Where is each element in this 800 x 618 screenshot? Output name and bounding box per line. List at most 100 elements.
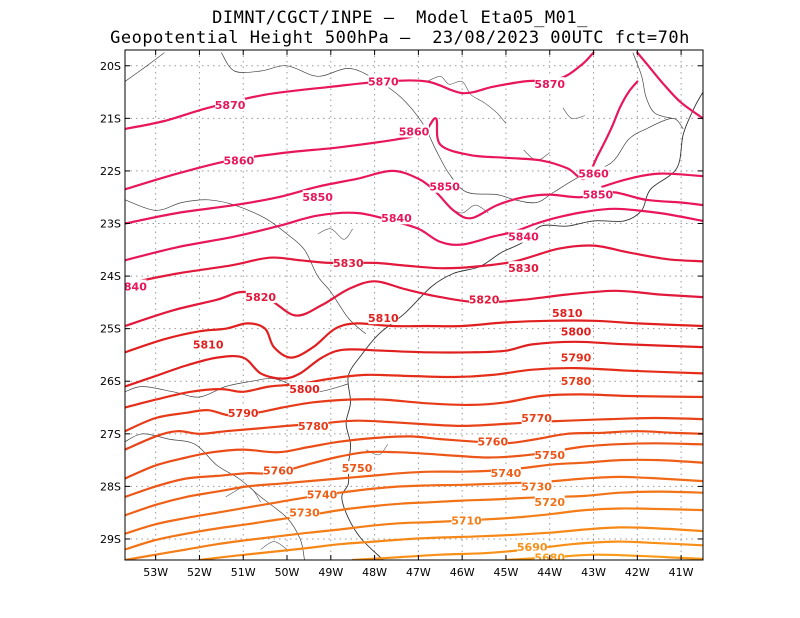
contour-label: 5810 bbox=[193, 338, 224, 351]
lon-tick-label: 52W bbox=[187, 566, 212, 579]
lat-tick-label: 26S bbox=[100, 375, 121, 388]
lon-tick-label: 48W bbox=[362, 566, 387, 579]
contour-label: 5770 bbox=[521, 412, 552, 425]
water-body-outline bbox=[365, 444, 388, 456]
lon-tick-label: 53W bbox=[143, 566, 168, 579]
lat-tick-label: 22S bbox=[100, 165, 121, 178]
contour-label-bg bbox=[342, 460, 373, 474]
contour-label: 5750 bbox=[534, 449, 565, 462]
contour-label-bg bbox=[534, 447, 565, 461]
contour-label: 5790 bbox=[228, 407, 259, 420]
contour-label-bg bbox=[263, 463, 294, 477]
contour-label: 5780 bbox=[298, 420, 329, 433]
contour-label-bg bbox=[223, 153, 254, 167]
contour-label-bg bbox=[552, 305, 583, 319]
chart-title-line-2: Geopotential Height 500hPa – 23/08/2023 … bbox=[110, 28, 690, 48]
contour-line-5730 bbox=[125, 475, 703, 535]
contour-label-layer: 5870 5870 5870 5860 5860 5860 5850 5850 5850 5840… bbox=[116, 74, 614, 560]
contour-label: 5710 bbox=[451, 515, 482, 528]
contour-label: 5800 bbox=[561, 325, 592, 338]
contour-layer bbox=[125, 51, 703, 560]
contour-label-bg bbox=[215, 98, 246, 112]
contour-label: 5860 bbox=[578, 168, 609, 181]
contour-label-bg bbox=[298, 418, 329, 432]
contour-label-bg bbox=[578, 166, 609, 180]
contour-label-bg bbox=[333, 255, 364, 269]
contour-label: 5870 bbox=[215, 99, 246, 112]
contour-label: 5780 bbox=[561, 375, 592, 388]
contour-label: 5850 bbox=[302, 191, 333, 204]
contour-label-bg bbox=[381, 211, 412, 225]
contour-label: 5850 bbox=[429, 181, 460, 194]
contour-line-5860 bbox=[125, 80, 639, 191]
contour-label-bg bbox=[561, 374, 592, 388]
contour-line-5790 bbox=[125, 366, 703, 409]
lon-tick-label: 50W bbox=[275, 566, 300, 579]
contour-line-5870 bbox=[636, 51, 703, 120]
contour-label: 5820 bbox=[245, 291, 276, 304]
contour-label-bg bbox=[582, 187, 613, 201]
contour-line-5850 bbox=[125, 169, 703, 225]
contour-label: 5810 bbox=[368, 312, 399, 325]
contour-label: 5840 bbox=[381, 212, 412, 225]
water-body-outline bbox=[260, 541, 288, 550]
contour-line-5810 bbox=[125, 319, 703, 359]
lon-tick-label: 49W bbox=[318, 566, 343, 579]
contour-label: 5730 bbox=[521, 480, 552, 493]
contour-label-bg bbox=[534, 495, 565, 509]
contour-label-bg bbox=[399, 124, 429, 138]
contour-line-5840 bbox=[125, 207, 703, 262]
contour-label-bg bbox=[508, 229, 539, 243]
lat-tick-label: 29S bbox=[100, 533, 121, 546]
contour-label-bg bbox=[490, 466, 521, 480]
contour-label: 5870 bbox=[368, 76, 399, 89]
plot-frame bbox=[124, 49, 704, 561]
contour-label: 5820 bbox=[469, 294, 500, 307]
contour-line-5720 bbox=[125, 490, 703, 551]
contour-label-bg bbox=[368, 74, 399, 88]
lon-tick-label: 47W bbox=[406, 566, 431, 579]
state-border bbox=[125, 52, 165, 82]
lon-tick-label: 41W bbox=[669, 566, 694, 579]
contour-label-bg bbox=[307, 487, 338, 501]
contour-label: 5760 bbox=[263, 465, 294, 478]
chart-title-line-1: DIMNT/CGCT/INPE – Model Eta05_M01_ bbox=[212, 8, 588, 28]
lon-tick-label: 51W bbox=[231, 566, 256, 579]
contour-label-bg bbox=[517, 539, 548, 553]
contour-line-5760 bbox=[125, 430, 703, 480]
contour-label: 5870 bbox=[534, 78, 565, 91]
water-body-outline bbox=[426, 75, 507, 124]
lat-tick-label: 25S bbox=[100, 323, 121, 336]
contour-label: 5740 bbox=[307, 488, 338, 501]
lat-tick-label: 23S bbox=[100, 218, 121, 231]
contour-label-bg bbox=[508, 261, 539, 275]
contour-line-5800 bbox=[125, 340, 703, 388]
contour-label: 5850 bbox=[583, 189, 614, 202]
state-border bbox=[632, 52, 673, 119]
contour-label: 5730 bbox=[289, 507, 320, 520]
axis-ticks: 53W 52W 51W 50W 49W 48W 47W 46W 45W 44W 43W 42W 41W 2… bbox=[100, 50, 703, 579]
contour-line-5780 bbox=[125, 393, 703, 433]
lat-tick-label: 20S bbox=[100, 60, 121, 73]
water-body-outline bbox=[317, 228, 353, 240]
contour-label: 5720 bbox=[534, 496, 565, 509]
contour-label: 5840 bbox=[116, 281, 147, 294]
contour-label: 5760 bbox=[478, 436, 509, 449]
lon-tick-label: 44W bbox=[537, 566, 562, 579]
contour-label-bg bbox=[245, 290, 276, 304]
contour-label-bg bbox=[521, 411, 552, 425]
contour-label: 5840 bbox=[508, 231, 539, 244]
contour-label-bg bbox=[289, 505, 320, 519]
lat-tick-label: 27S bbox=[100, 428, 121, 441]
contour-label-bg bbox=[521, 479, 552, 493]
contour-label: 5800 bbox=[289, 383, 320, 396]
contour-label-bg bbox=[534, 77, 565, 91]
lat-tick-label: 28S bbox=[100, 480, 121, 493]
contour-line-5870 bbox=[125, 51, 595, 130]
water-body-outline bbox=[562, 107, 585, 119]
contour-label: 5830 bbox=[333, 257, 364, 270]
lon-tick-label: 42W bbox=[625, 566, 650, 579]
contour-line-5740 bbox=[125, 458, 703, 517]
contour-line-5830 bbox=[125, 244, 703, 286]
